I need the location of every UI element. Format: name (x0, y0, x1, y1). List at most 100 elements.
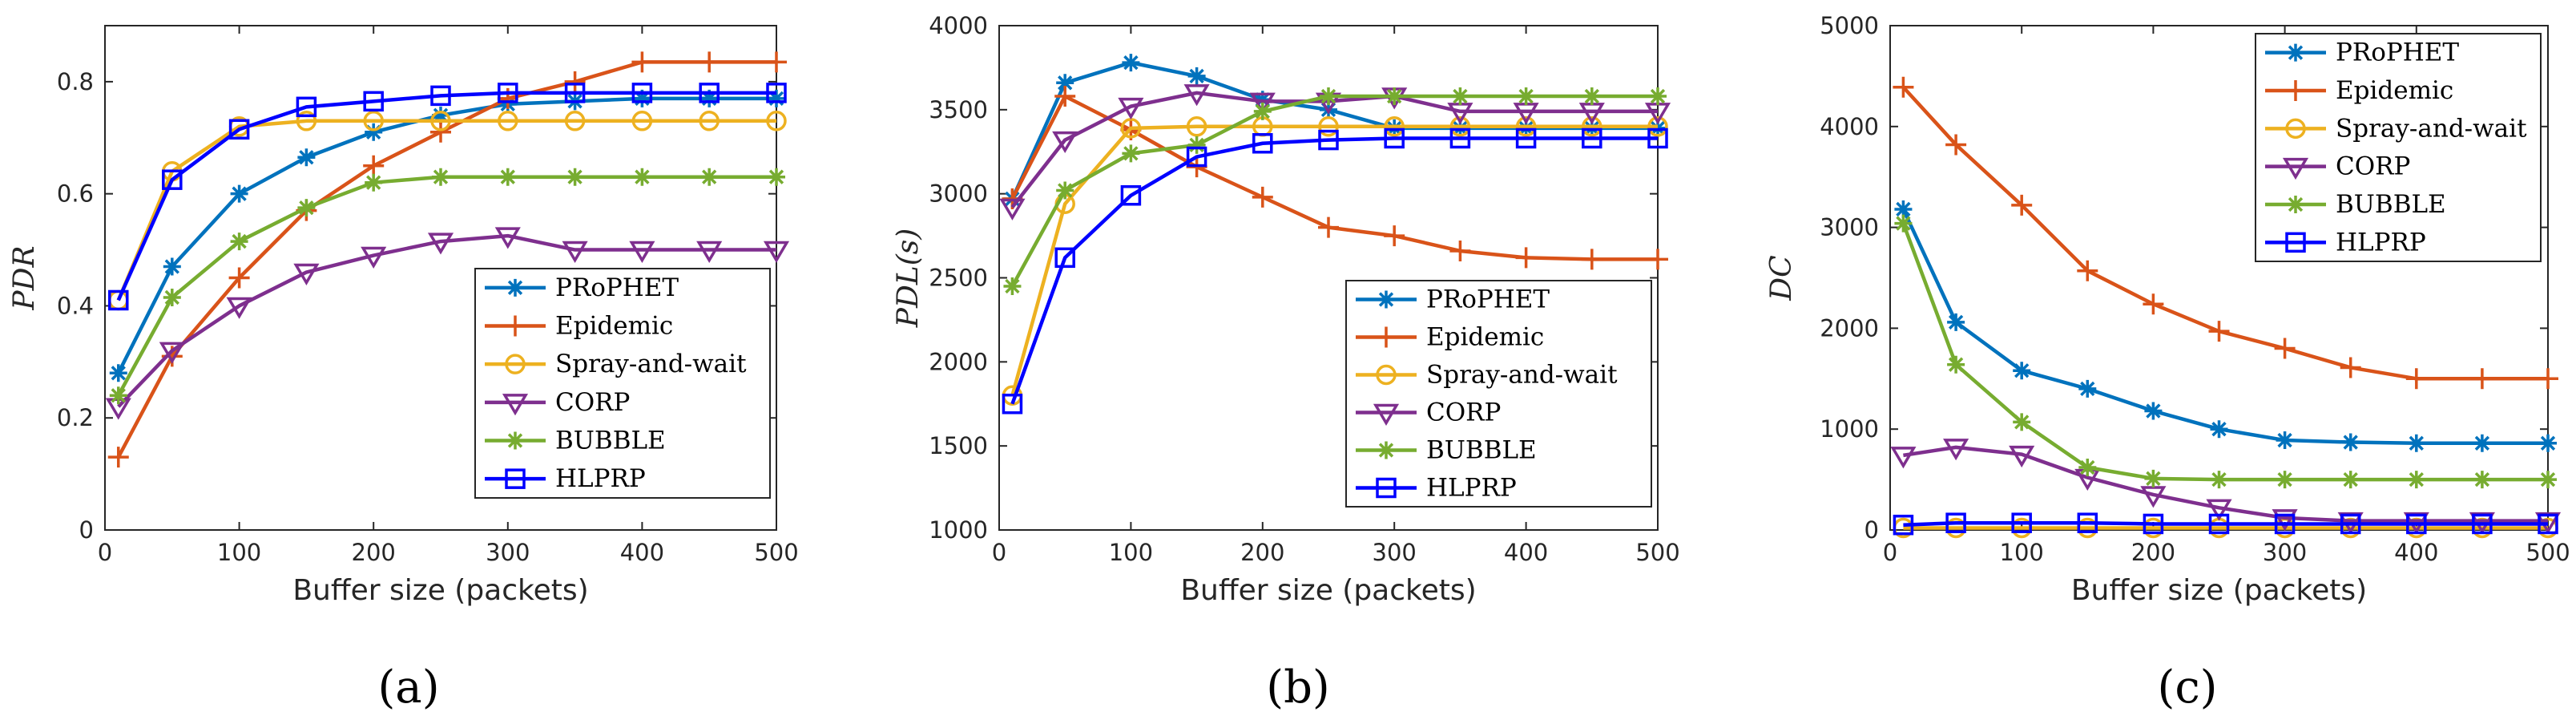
data-point-prophet-shape (700, 89, 719, 107)
data-point-bubble (1056, 181, 1074, 200)
data-point-bubble (2473, 471, 2491, 489)
data-point-hlprp (2077, 512, 2098, 533)
series-epidemic (1893, 76, 2558, 390)
legend-swatch-marker-shape (1377, 441, 1395, 459)
data-point-epidemic-shape (631, 51, 653, 73)
legend: PRoPHET Epidemic Spray-and-wait CORP BUBBLE H… (474, 268, 771, 499)
data-point-epidemic-shape (2340, 357, 2361, 378)
legend-entry-corp: CORP (2265, 152, 2410, 181)
data-point-corp (696, 241, 723, 263)
x-tick-label: 100 (2000, 539, 2044, 566)
data-point-bubble-shape (633, 168, 651, 186)
y-tick-label: 0.6 (57, 180, 94, 208)
legend-label: PRoPHET (555, 273, 679, 302)
data-point-spray-and-wait (1318, 116, 1339, 137)
data-point-epidemic (1515, 247, 1537, 269)
data-point-hlprp (1582, 127, 1602, 149)
x-tick-label: 500 (1635, 539, 1679, 566)
data-point-bubble (1003, 277, 1022, 295)
data-point-epidemic-shape (2208, 321, 2230, 342)
y-tick-label: 4000 (1820, 113, 1879, 140)
legend-swatch-marker-shape (502, 394, 529, 416)
data-point-hlprp-shape (228, 119, 250, 140)
data-point-epidemic-shape (2011, 194, 2033, 216)
data-point-epidemic (107, 447, 129, 468)
x-tick-label: 400 (1504, 539, 1548, 566)
data-point-spray-and-wait-shape (1515, 116, 1537, 137)
data-point-hlprp-shape (1945, 512, 1966, 533)
data-point-epidemic (2011, 194, 2033, 216)
data-point-prophet (768, 89, 785, 107)
data-point-hlprp-shape (2077, 512, 2098, 533)
chart-panel-c: 0 100 200 300 400 500010002000300040005000Buf… (1765, 12, 2570, 714)
data-point-hlprp (766, 83, 787, 103)
data-point-prophet (2210, 420, 2228, 439)
y-tick-label: 3000 (929, 180, 988, 208)
legend-entry-corp: CORP (1356, 398, 1501, 427)
y-tick-label: 0.4 (57, 292, 94, 319)
data-point-bubble-shape (1582, 87, 1601, 106)
legend-label: PRoPHET (1426, 285, 1550, 314)
data-point-spray-and-wait (363, 111, 384, 131)
data-point-prophet (1122, 54, 1140, 72)
data-point-prophet-shape (633, 89, 651, 107)
legend-label: BUBBLE (2336, 190, 2446, 219)
data-point-hlprp (2538, 513, 2558, 535)
data-point-hlprp (2208, 513, 2230, 535)
data-point-spray-and-wait-shape (363, 111, 384, 131)
data-point-hlprp (108, 289, 129, 311)
data-point-hlprp (498, 83, 518, 103)
data-point-spray-and-wait-shape (296, 111, 317, 131)
data-point-corp (293, 263, 320, 285)
data-point-hlprp (1893, 514, 1914, 536)
legend-label: CORP (555, 388, 630, 417)
data-point-epidemic (2538, 368, 2558, 390)
data-point-corp-shape (2206, 499, 2232, 521)
data-point-epidemic-shape (2077, 260, 2098, 281)
x-tick-label: 100 (1109, 539, 1153, 566)
data-point-epidemic-shape (1945, 134, 1967, 156)
data-point-hlprp (2340, 513, 2361, 535)
data-point-prophet (2144, 402, 2163, 420)
series-prophet (1894, 200, 2557, 452)
data-point-corp-shape (293, 263, 320, 285)
data-point-epidemic (1449, 240, 1471, 261)
legend-entry-prophet: PRoPHET (1356, 285, 1550, 314)
legend-entry-prophet: PRoPHET (2265, 38, 2459, 67)
y-axis-label: PDR (8, 245, 41, 310)
y-tick-label: 5000 (1820, 12, 1879, 39)
data-point-bubble (1187, 136, 1206, 154)
data-point-corp-shape (763, 241, 790, 263)
legend-swatch-marker (1376, 364, 1397, 386)
data-point-spray-and-wait-shape (1384, 116, 1405, 137)
legend-swatch-marker (505, 354, 526, 374)
data-point-hlprp (2011, 512, 2032, 533)
data-point-epidemic (2077, 260, 2098, 281)
series-bubble (1003, 87, 1667, 295)
y-tick-label: 0.2 (57, 404, 94, 431)
y-axis-label: PDL(s) (892, 229, 925, 329)
data-point-spray-and-wait (699, 111, 720, 131)
series-bubble (1894, 214, 2557, 489)
data-point-bubble-shape (2013, 413, 2031, 431)
data-point-bubble (1894, 214, 1913, 233)
data-point-hlprp-shape (498, 83, 518, 103)
x-tick-label: 400 (2394, 539, 2438, 566)
data-point-hlprp (2472, 513, 2493, 535)
legend-entry-epidemic: Epidemic (2265, 76, 2453, 105)
legend-swatch-marker (506, 278, 524, 297)
legend-swatch-marker (2282, 157, 2309, 180)
data-point-hlprp-shape (363, 91, 384, 112)
data-point-hlprp (1002, 394, 1023, 415)
data-point-epidemic (1054, 86, 1076, 107)
data-point-hlprp-shape (631, 83, 653, 103)
data-point-bubble-shape (230, 233, 248, 251)
data-point-epidemic-shape (228, 267, 250, 289)
data-point-corp-shape (1183, 84, 1210, 107)
data-point-prophet-shape (109, 364, 127, 382)
legend-swatch-marker (1376, 477, 1397, 499)
data-point-prophet (700, 89, 719, 107)
legend-swatch-marker-shape (2285, 232, 2306, 253)
data-point-bubble-shape (2341, 471, 2360, 489)
data-point-epidemic (631, 51, 653, 73)
